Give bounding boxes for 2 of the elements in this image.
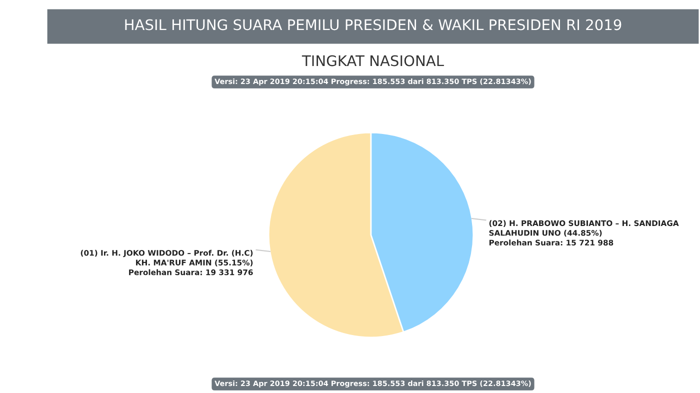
chart-subtitle: TINGKAT NASIONAL bbox=[302, 55, 444, 66]
chart-title: HASIL HITUNG SUARA PEMILU PRESIDEN & WAKIL PRESIDEN RI 2019 bbox=[125, 19, 622, 30]
